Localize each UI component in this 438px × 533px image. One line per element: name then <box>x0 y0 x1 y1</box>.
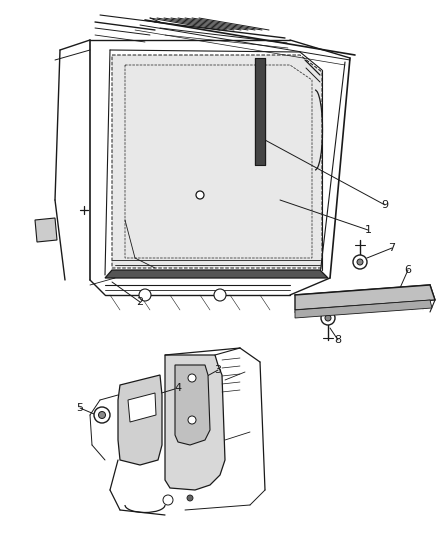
Polygon shape <box>35 218 57 242</box>
Polygon shape <box>165 355 225 490</box>
Circle shape <box>99 411 106 418</box>
Polygon shape <box>105 270 328 278</box>
Circle shape <box>214 289 226 301</box>
Circle shape <box>163 495 173 505</box>
Text: 1: 1 <box>364 225 371 235</box>
Polygon shape <box>112 55 322 268</box>
Circle shape <box>139 289 151 301</box>
Polygon shape <box>118 375 162 465</box>
Polygon shape <box>295 285 435 310</box>
Circle shape <box>188 416 196 424</box>
Text: 6: 6 <box>405 265 411 275</box>
Text: 8: 8 <box>335 335 342 345</box>
Circle shape <box>196 191 204 199</box>
Polygon shape <box>295 300 432 318</box>
Circle shape <box>188 374 196 382</box>
Text: 4: 4 <box>174 383 182 393</box>
Circle shape <box>325 315 331 321</box>
Circle shape <box>321 311 335 325</box>
Text: 2: 2 <box>137 297 144 307</box>
Circle shape <box>94 407 110 423</box>
Text: 5: 5 <box>77 403 84 413</box>
Text: 7: 7 <box>389 243 396 253</box>
Circle shape <box>357 259 363 265</box>
Circle shape <box>353 255 367 269</box>
Text: 3: 3 <box>215 365 222 375</box>
Text: 9: 9 <box>381 200 389 210</box>
Polygon shape <box>175 365 210 445</box>
Polygon shape <box>128 393 156 422</box>
Circle shape <box>187 495 193 501</box>
Polygon shape <box>255 58 265 165</box>
